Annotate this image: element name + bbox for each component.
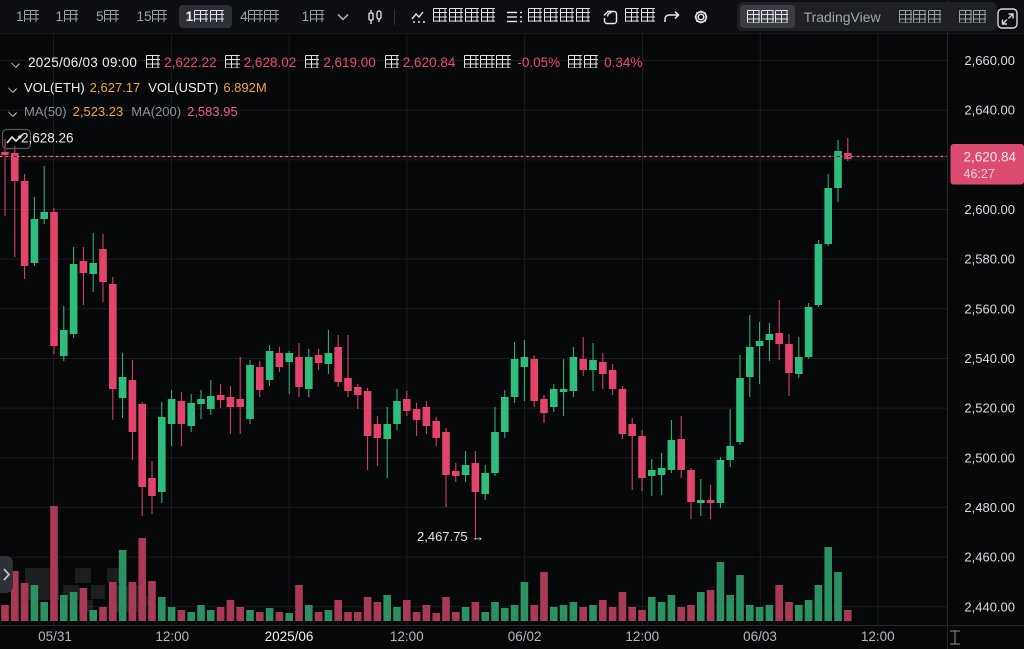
svg-text:2025/06: 2025/06 [265,629,314,644]
svg-text:06/03: 06/03 [743,629,777,644]
svg-text:2,500.00: 2,500.00 [964,450,1015,465]
svg-text:12:00: 12:00 [861,629,895,644]
svg-text:46:27: 46:27 [964,167,995,181]
svg-text:2,640.00: 2,640.00 [964,103,1015,118]
svg-text:05/31: 05/31 [38,629,72,644]
svg-text:2,520.00: 2,520.00 [964,401,1015,416]
svg-text:2,600.00: 2,600.00 [964,202,1015,217]
svg-text:2,440.00: 2,440.00 [964,599,1015,614]
svg-text:2,560.00: 2,560.00 [964,301,1015,316]
svg-text:12:00: 12:00 [625,629,659,644]
svg-text:2,480.00: 2,480.00 [964,500,1015,515]
svg-text:2,540.00: 2,540.00 [964,351,1015,366]
svg-text:2,580.00: 2,580.00 [964,252,1015,267]
svg-text:12:00: 12:00 [155,629,189,644]
svg-text:2,620.84: 2,620.84 [963,150,1016,165]
svg-text:2,628.26: 2,628.26 [21,131,74,146]
svg-text:2,460.00: 2,460.00 [964,550,1015,565]
svg-text:2,660.00: 2,660.00 [964,53,1015,68]
svg-text:12:00: 12:00 [390,629,424,644]
svg-text:06/02: 06/02 [508,629,542,644]
svg-text:2,467.75 →: 2,467.75 → [417,529,484,544]
